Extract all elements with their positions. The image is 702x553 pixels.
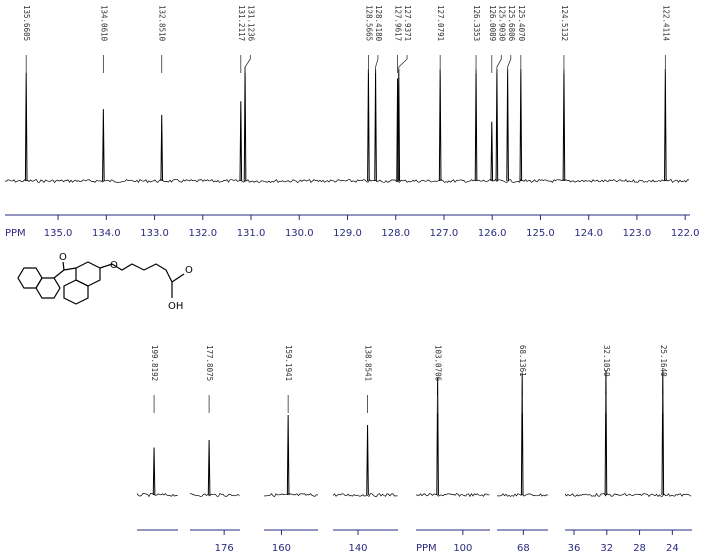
baseline-noise	[415, 493, 490, 498]
x-tick-label: 132.0	[188, 228, 217, 239]
peak	[374, 69, 377, 182]
bond	[99, 263, 173, 283]
peak-label: 131.1236	[246, 5, 255, 42]
x-tick-label: 135.0	[44, 228, 73, 239]
peak-label: 122.4114	[661, 5, 670, 42]
x-tick-label: 123.0	[623, 228, 652, 239]
peak	[562, 69, 566, 182]
peak	[102, 109, 105, 182]
x-tick-label: 68	[517, 543, 530, 553]
peak-label: 125.9030	[497, 5, 506, 42]
atom-label: O	[59, 252, 67, 263]
baseline-noise	[136, 493, 178, 498]
peak	[366, 424, 369, 496]
baseline-noise	[263, 493, 319, 497]
atom-label: OH	[168, 301, 183, 312]
baseline-noise	[189, 493, 240, 497]
label-leader	[496, 55, 502, 73]
label-leader	[244, 55, 251, 73]
bond	[62, 261, 65, 271]
x-tick-label: 127.0	[430, 228, 459, 239]
x-tick-label: 131.0	[237, 228, 266, 239]
peak-label: 127.9617	[394, 5, 403, 41]
peak	[495, 69, 499, 182]
label-leader	[398, 55, 408, 73]
molecule: O O OH O	[17, 252, 193, 312]
peak	[239, 101, 243, 182]
peak-label: 103.0706	[434, 345, 443, 382]
peak	[604, 369, 608, 496]
peak	[506, 69, 509, 182]
x-axis-label: PPM	[5, 228, 26, 239]
x-tick-label: 176	[215, 543, 234, 553]
x-tick-label: 36	[568, 543, 581, 553]
baseline-noise	[332, 493, 398, 497]
x-tick-label: 122.0	[671, 228, 700, 239]
peak	[438, 69, 442, 182]
peak	[207, 439, 211, 496]
peak	[436, 377, 439, 496]
peak	[490, 121, 494, 182]
label-leader	[507, 55, 512, 73]
peak	[474, 69, 478, 182]
peak	[243, 66, 247, 182]
x-tick-label: 130.0	[285, 228, 314, 239]
x-axis-label: PPM	[416, 543, 437, 553]
peak-label: 125.4070	[517, 5, 526, 42]
x-tick-label: 128.0	[381, 228, 410, 239]
peak-label: 32.1059	[602, 345, 611, 377]
x-tick-label: 100	[453, 543, 472, 553]
peak	[664, 69, 667, 182]
peak-label: 126.0089	[488, 5, 497, 41]
peak-label: 128.5665	[364, 5, 373, 41]
x-tick-label: 32	[600, 543, 613, 553]
peak-label: 126.3353	[472, 5, 481, 41]
peak-label: 128.4180	[374, 5, 383, 42]
peak	[519, 69, 523, 182]
x-tick-label: 125.0	[526, 228, 555, 239]
peak	[397, 69, 401, 182]
peak-label: 199.8192	[150, 345, 159, 381]
atom-label: O	[110, 260, 118, 271]
peak-label: 177.8075	[205, 345, 214, 381]
peak	[24, 72, 28, 182]
peak	[661, 369, 665, 496]
bond	[171, 273, 185, 283]
peak	[152, 447, 156, 496]
peak-label: 134.0610	[99, 5, 108, 42]
x-tick-label: 160	[272, 543, 291, 553]
peak	[160, 114, 164, 182]
peak-label: 25.1640	[659, 345, 668, 377]
x-tick-label: 140	[348, 543, 367, 553]
peak-label: 138.8541	[364, 345, 373, 381]
peak	[520, 372, 524, 496]
peak-label: 135.6605	[22, 5, 31, 41]
peak	[286, 414, 290, 496]
ring	[63, 279, 89, 305]
atom-label: O	[185, 265, 193, 276]
x-tick-label: 28	[633, 543, 646, 553]
peak-label: 159.1941	[284, 345, 293, 381]
peak-label: 132.8510	[158, 5, 167, 42]
peak	[367, 69, 370, 182]
peak-label: 68.1361	[518, 345, 527, 377]
baseline-noise	[564, 492, 692, 498]
x-tick-label: 126.0	[478, 228, 507, 239]
peak-label: 124.5132	[560, 5, 569, 41]
x-tick-label: 129.0	[333, 228, 362, 239]
peak-label: 125.6806	[507, 5, 516, 42]
bond	[53, 267, 77, 279]
label-leader	[375, 55, 379, 73]
x-tick-label: 133.0	[140, 228, 169, 239]
x-tick-label: 134.0	[92, 228, 121, 239]
peak-label: 127.0791	[436, 5, 445, 41]
peak-label: 127.9371	[403, 5, 412, 41]
x-tick-label: 124.0	[574, 228, 603, 239]
ring	[35, 277, 61, 299]
baseline-noise	[4, 178, 690, 184]
peak-label: 131.2117	[237, 5, 246, 41]
x-tick-label: 24	[666, 543, 679, 553]
